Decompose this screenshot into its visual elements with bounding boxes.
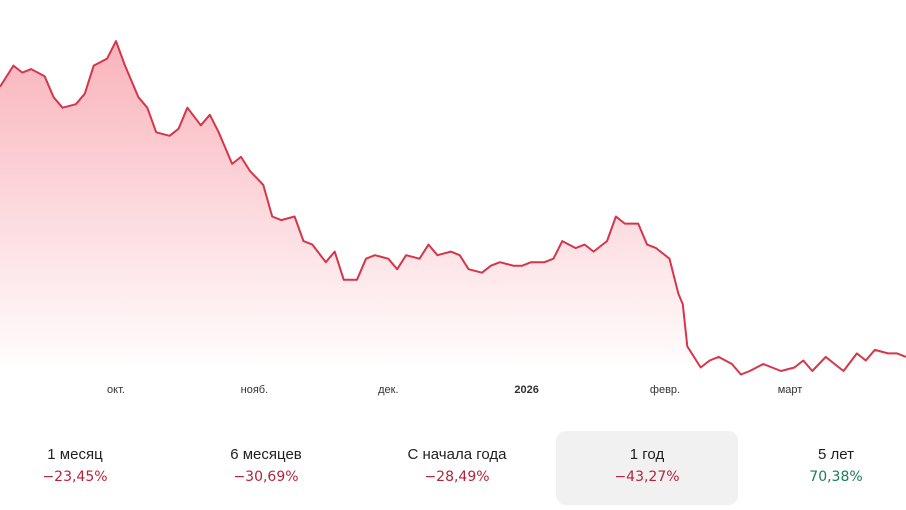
period-label: 6 месяцев — [230, 446, 302, 463]
x-tick-label: окт. — [107, 384, 125, 396]
period-6-months[interactable]: 6 месяцев −30,69% — [175, 431, 357, 505]
period-5-years[interactable]: 5 лет 70,38% — [745, 431, 906, 505]
period-label: 1 месяц — [47, 446, 103, 463]
period-1-month[interactable]: 1 месяц −23,45% — [0, 431, 166, 505]
period-change: −28,49% — [424, 469, 490, 485]
period-label: 1 год — [629, 446, 665, 463]
price-area — [0, 41, 906, 375]
period-1-year[interactable]: 1 год −43,27% — [556, 431, 738, 505]
x-tick-label: март — [778, 384, 803, 396]
price-line — [0, 40, 906, 376]
x-axis: окт. нояб. дек. 2026 февр. март — [107, 384, 802, 396]
x-tick-label: 2026 — [514, 384, 538, 396]
x-tick-label: февр. — [650, 384, 680, 396]
period-ytd[interactable]: С начала года −28,49% — [366, 431, 548, 505]
price-chart: окт. нояб. дек. 2026 февр. март — [0, 40, 906, 396]
price-chart-svg: окт. нояб. дек. 2026 февр. март — [0, 40, 906, 396]
period-change: −23,45% — [42, 469, 108, 485]
period-change: 70,38% — [809, 469, 863, 485]
period-change: −43,27% — [614, 469, 680, 485]
period-change: −30,69% — [233, 469, 299, 485]
x-tick-label: нояб. — [241, 384, 269, 396]
period-label: 5 лет — [818, 446, 854, 463]
period-label: С начала года — [407, 446, 507, 463]
period-selector: 1 месяц −23,45% 6 месяцев −30,69% С нача… — [0, 431, 906, 505]
x-tick-label: дек. — [378, 384, 398, 396]
